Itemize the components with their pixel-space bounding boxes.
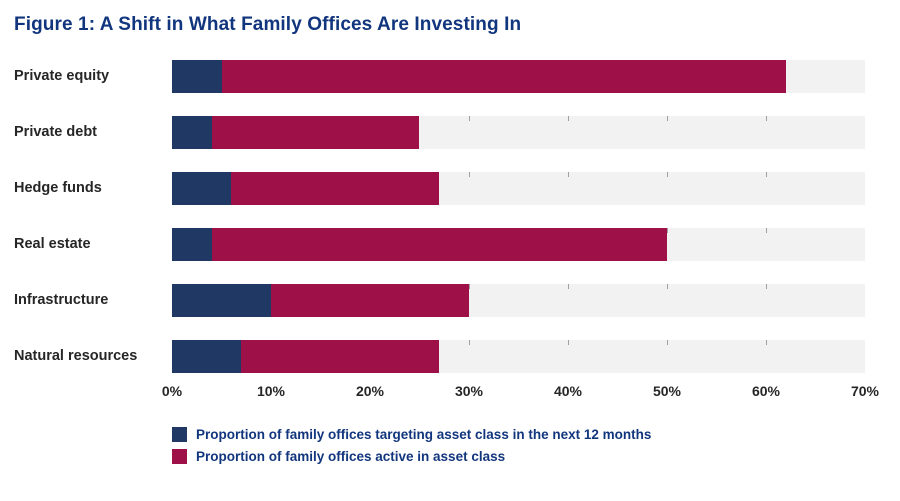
- axis-tick-label: 70%: [850, 383, 880, 399]
- track-tick-mark: [667, 228, 668, 233]
- bar-track: [172, 172, 865, 205]
- bar-segment-targeting: [172, 228, 212, 261]
- track-tick-mark: [667, 116, 668, 121]
- x-axis: 0% 10% 20% 30% 40% 50% 60% 70%: [162, 383, 879, 403]
- track-tick-mark: [766, 228, 767, 233]
- axis-tick-label: 30%: [454, 383, 484, 399]
- legend-swatch: [172, 427, 187, 442]
- bar-segment-active: [241, 340, 440, 373]
- axis-tick-label: 20%: [355, 383, 385, 399]
- bar-track: [172, 340, 865, 373]
- legend-label: Proportion of family offices active in a…: [196, 449, 506, 464]
- bar-track: [172, 228, 865, 261]
- page-title: Figure 1: A Shift in What Family Offices…: [14, 14, 522, 35]
- bar-segment-targeting: [172, 60, 222, 93]
- row-label: Infrastructure: [14, 291, 109, 308]
- bar-segment-active: [231, 172, 440, 205]
- bar-segment-active: [211, 116, 420, 149]
- row-label: Private equity: [14, 67, 110, 84]
- chart-row: Private equity: [14, 60, 865, 93]
- bar-segment-active: [221, 60, 786, 93]
- track-tick-mark: [568, 116, 569, 121]
- legend-swatch: [172, 449, 187, 464]
- axis-tick-label: 60%: [751, 383, 781, 399]
- axis-tick-label: 50%: [652, 383, 682, 399]
- bar-segment-active: [271, 284, 469, 317]
- axis-tick-label: 0%: [161, 383, 183, 399]
- row-label: Hedge funds: [14, 179, 102, 196]
- track-tick-mark: [469, 116, 470, 121]
- bar-segment-targeting: [172, 116, 212, 149]
- chart-legend: Proportion of family offices targeting a…: [172, 427, 865, 464]
- track-tick-mark: [469, 172, 470, 177]
- bar-track: [172, 284, 865, 317]
- chart-row: Private debt: [14, 116, 865, 149]
- chart-row: Infrastructure: [14, 284, 865, 317]
- track-tick-mark: [469, 340, 470, 345]
- track-tick-mark: [568, 172, 569, 177]
- track-tick-mark: [667, 284, 668, 289]
- bar-segment-targeting: [172, 340, 242, 373]
- stacked-bar-chart: Private equity Private debt Hedge funds Rea…: [14, 60, 865, 373]
- track-tick-mark: [568, 284, 569, 289]
- axis-tick-label: 10%: [256, 383, 286, 399]
- legend-item: Proportion of family offices active in a…: [172, 449, 865, 464]
- row-label: Private debt: [14, 123, 97, 140]
- track-tick-mark: [766, 340, 767, 345]
- chart-row: Natural resources: [14, 340, 865, 373]
- bar-segment-active: [211, 228, 667, 261]
- bar-segment-targeting: [172, 284, 271, 317]
- track-tick-mark: [766, 116, 767, 121]
- legend-label: Proportion of family offices targeting a…: [196, 427, 652, 442]
- legend-item: Proportion of family offices targeting a…: [172, 427, 865, 442]
- track-tick-mark: [667, 340, 668, 345]
- axis-tick-label: 40%: [553, 383, 583, 399]
- row-label: Natural resources: [14, 347, 138, 364]
- chart-row: Hedge funds: [14, 172, 865, 205]
- row-label: Real estate: [14, 235, 91, 252]
- track-tick-mark: [568, 340, 569, 345]
- bar-segment-targeting: [172, 172, 232, 205]
- track-tick-mark: [469, 284, 470, 289]
- track-tick-mark: [766, 172, 767, 177]
- track-tick-mark: [667, 172, 668, 177]
- track-tick-mark: [766, 284, 767, 289]
- chart-row: Real estate: [14, 228, 865, 261]
- bar-track: [172, 60, 865, 93]
- bar-track: [172, 116, 865, 149]
